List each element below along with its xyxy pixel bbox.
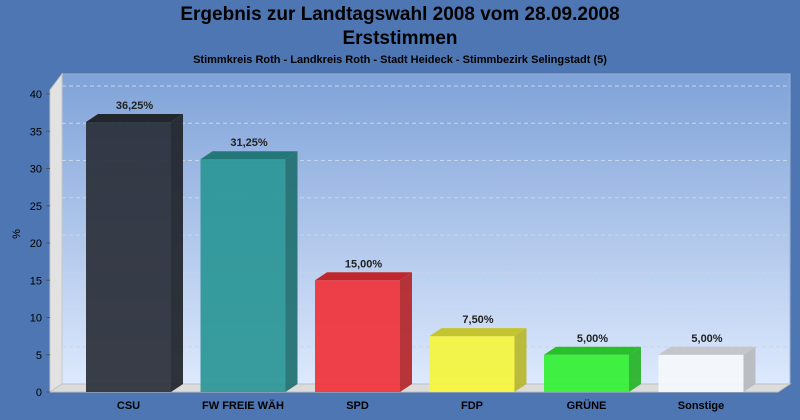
- bar-front: [429, 336, 515, 392]
- bar-front: [200, 159, 286, 392]
- y-tick-label: 15: [30, 275, 42, 287]
- data-label: 7,50%: [462, 314, 493, 326]
- bar-side: [514, 328, 527, 392]
- y-axis-label: %: [11, 229, 23, 239]
- bar-side: [285, 151, 298, 392]
- bar-top: [544, 346, 641, 355]
- plot-back-wall: [61, 73, 791, 385]
- data-label: 36,25%: [116, 100, 154, 112]
- x-tick-label: GRÜNE: [567, 399, 607, 412]
- data-label: 15,00%: [345, 258, 383, 270]
- y-tick-label: 0: [36, 387, 42, 399]
- y-tick-label: 30: [30, 164, 42, 176]
- bar-side: [171, 113, 183, 392]
- bar-side: [629, 346, 641, 392]
- x-tick-label: CSU: [117, 400, 140, 412]
- bar-top: [86, 113, 183, 122]
- bar-front: [86, 121, 171, 392]
- bar-front: [315, 280, 400, 392]
- bar-front: [658, 354, 744, 392]
- chart-subtitle: Erststimmen: [342, 28, 458, 49]
- y-tick-label: 20: [30, 238, 42, 250]
- chart-title: Ergebnis zur Landtagswahl 2008 vom 28.09…: [180, 4, 620, 25]
- plot-left-wall: [49, 72, 63, 393]
- bar-side: [400, 272, 412, 392]
- y-tick-label: 35: [30, 126, 42, 138]
- y-tick-label: 40: [30, 89, 42, 101]
- y-tick-label: 5: [36, 350, 42, 362]
- bar-front: [544, 354, 629, 392]
- y-tick-label: 25: [30, 201, 42, 213]
- bar-top: [315, 272, 412, 281]
- x-tick-label: FDP: [461, 400, 483, 412]
- bar-top: [200, 151, 298, 160]
- x-tick-label: FW FREIE WÄH: [202, 399, 284, 412]
- bar-top: [429, 328, 527, 337]
- chart-caption: Stimmkreis Roth - Landkreis Roth - Stadt…: [193, 54, 607, 66]
- bar-top: [658, 346, 756, 355]
- y-tick-label: 10: [30, 313, 42, 325]
- data-label: 5,00%: [691, 333, 722, 345]
- data-label: 31,25%: [230, 137, 268, 149]
- bar-side: [743, 346, 756, 392]
- data-label: 5,00%: [577, 333, 608, 345]
- x-tick-label: SPD: [346, 400, 369, 412]
- x-tick-label: Sonstige: [678, 400, 724, 412]
